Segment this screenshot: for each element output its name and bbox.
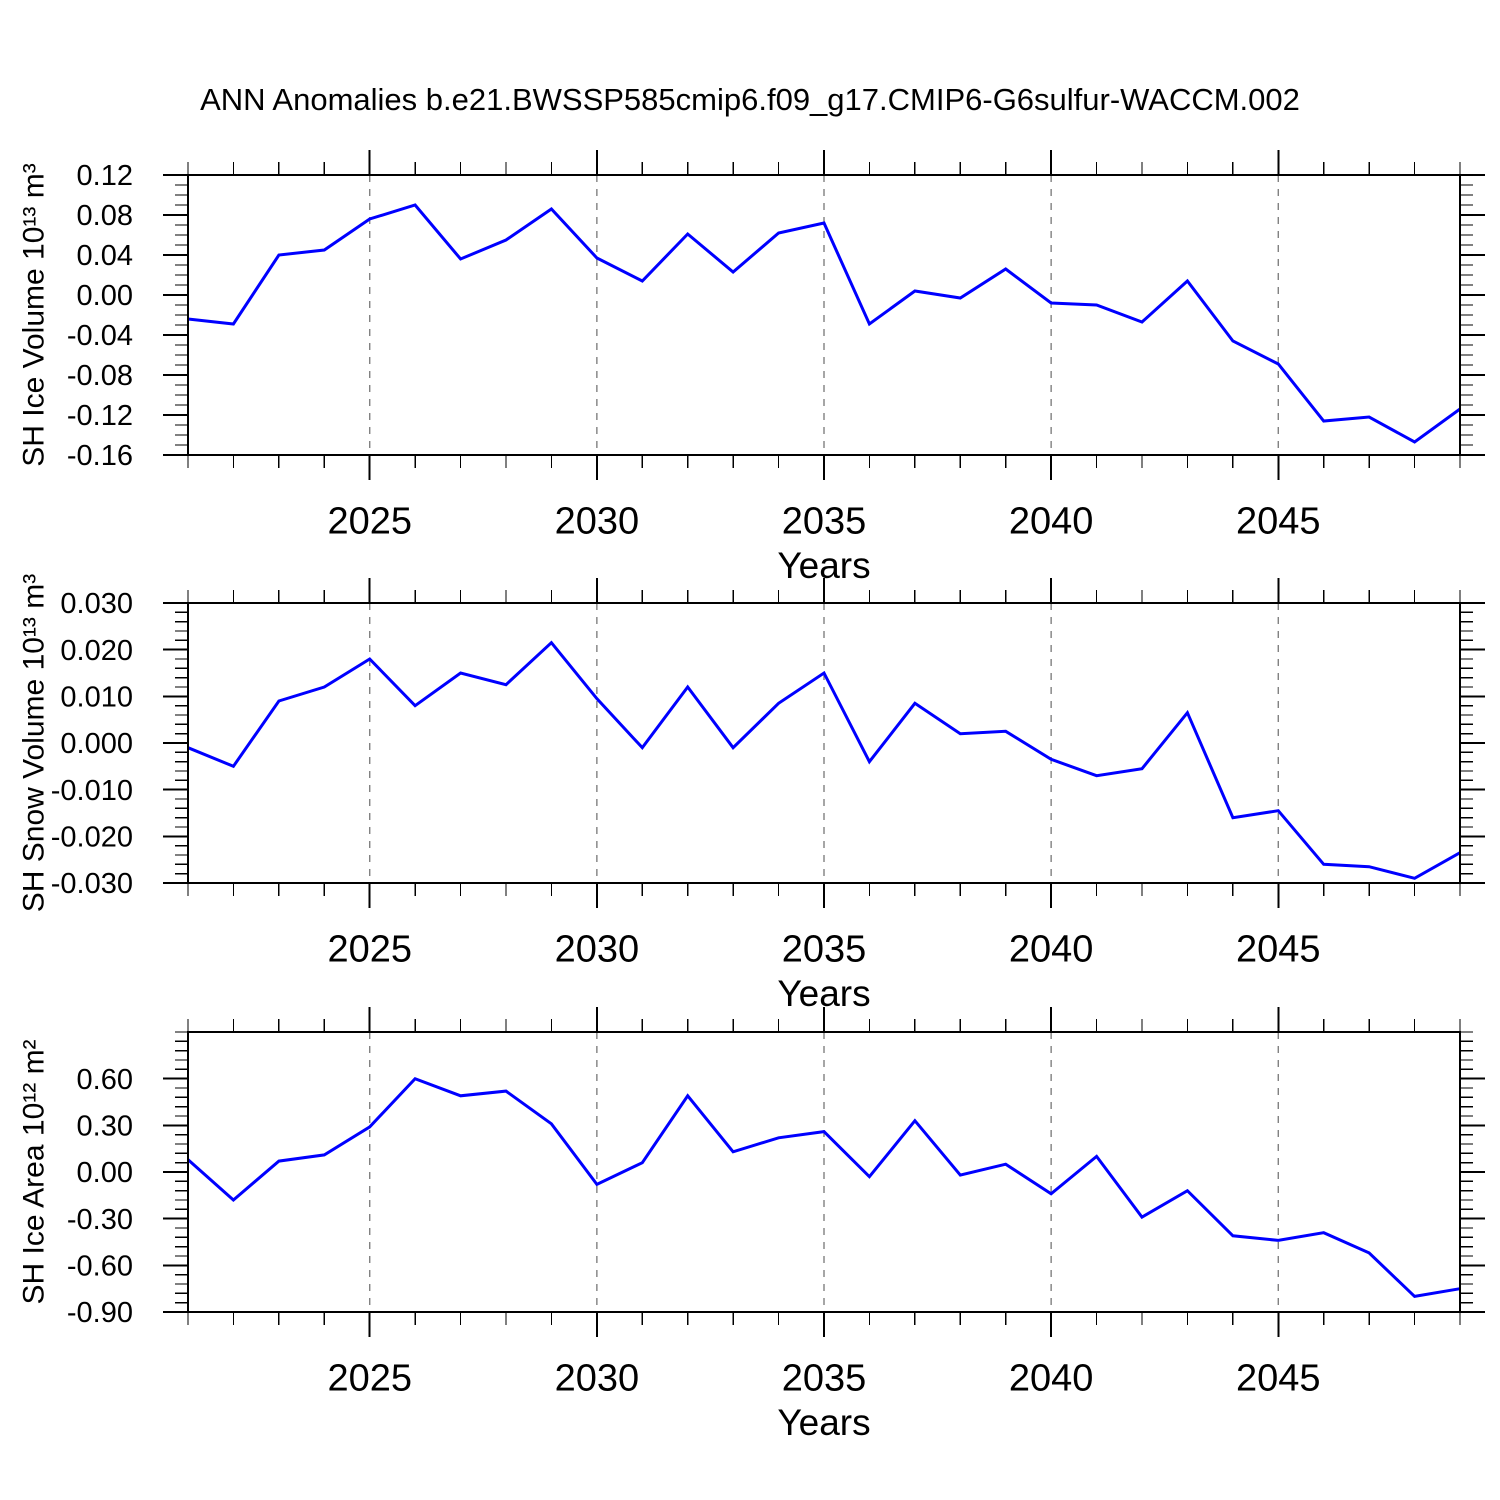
series-line-sh-ice-volume [187, 203, 1461, 444]
y-tick-label: 0.30 [77, 1110, 133, 1142]
axis-ticks [163, 578, 1485, 908]
x-tick-label: 2045 [1236, 500, 1321, 542]
x-tick-label: 2045 [1236, 928, 1321, 970]
x-tick-label: 2035 [782, 928, 867, 970]
x-tick-label: 2025 [327, 1357, 412, 1399]
x-tick-label: 2040 [1009, 928, 1094, 970]
panel-sh-snow-volume: 0.030 0.020 0.010 0.000 -0.010 -0.020 -0.030 20… [18, 574, 1485, 1014]
x-tick-label: 2025 [327, 500, 412, 542]
y-tick-label: -0.16 [67, 440, 133, 472]
y-tick-label: 0.010 [60, 681, 133, 713]
y-tick-label: -0.30 [67, 1204, 133, 1236]
x-tick-label: 2030 [555, 500, 640, 542]
y-tick-label: 0.00 [77, 1157, 133, 1189]
y-tick-label: 0.00 [77, 280, 133, 312]
panel-sh-ice-area: 0.60 0.30 0.00 -0.30 -0.60 -0.90 2025 2030 2035 2… [18, 1007, 1485, 1443]
x-tick-label: 2025 [327, 928, 412, 970]
series-line-sh-ice-area [187, 1076, 1461, 1299]
axis-ticks [163, 1007, 1485, 1337]
y-axis-title: SH Ice Volume 10¹³ m³ [18, 163, 51, 466]
axis-ticks [163, 150, 1485, 480]
y-tick-label: -0.04 [67, 320, 133, 352]
x-axis-title: Years [777, 1402, 870, 1443]
y-tick-label: -0.08 [67, 360, 133, 392]
x-tick-label: 2035 [782, 1357, 867, 1399]
y-tick-label: 0.08 [77, 200, 133, 232]
y-axis-title: SH Snow Volume 10¹³ m³ [18, 574, 51, 912]
y-tick-label: -0.030 [51, 868, 133, 900]
y-tick-label: -0.60 [67, 1250, 133, 1282]
x-tick-label: 2045 [1236, 1357, 1321, 1399]
y-tick-label: 0.030 [60, 588, 133, 620]
x-tick-label: 2040 [1009, 500, 1094, 542]
x-tick-label: 2030 [555, 928, 640, 970]
y-tick-label: 0.000 [60, 728, 133, 760]
x-tick-label: 2030 [555, 1357, 640, 1399]
y-tick-label: -0.90 [67, 1297, 133, 1329]
y-tick-label: -0.010 [51, 775, 133, 807]
series-line-sh-snow-volume [187, 640, 1461, 880]
figure-title: ANN Anomalies b.e21.BWSSP585cmip6.f09_g1… [200, 82, 1300, 117]
y-tick-label: 0.020 [60, 635, 133, 667]
y-tick-label: -0.020 [51, 821, 133, 853]
y-axis-title: SH Ice Area 10¹² m² [18, 1039, 51, 1304]
y-tick-label: 0.12 [77, 160, 133, 192]
y-tick-label: 0.04 [77, 240, 133, 272]
panel-sh-ice-volume: 0.12 0.08 0.04 0.00 -0.04 -0.08 -0.12 -0.16 2025… [18, 150, 1485, 586]
x-tick-label: 2040 [1009, 1357, 1094, 1399]
y-tick-label: 0.60 [77, 1064, 133, 1096]
x-tick-label: 2035 [782, 500, 867, 542]
y-tick-label: -0.12 [67, 400, 133, 432]
